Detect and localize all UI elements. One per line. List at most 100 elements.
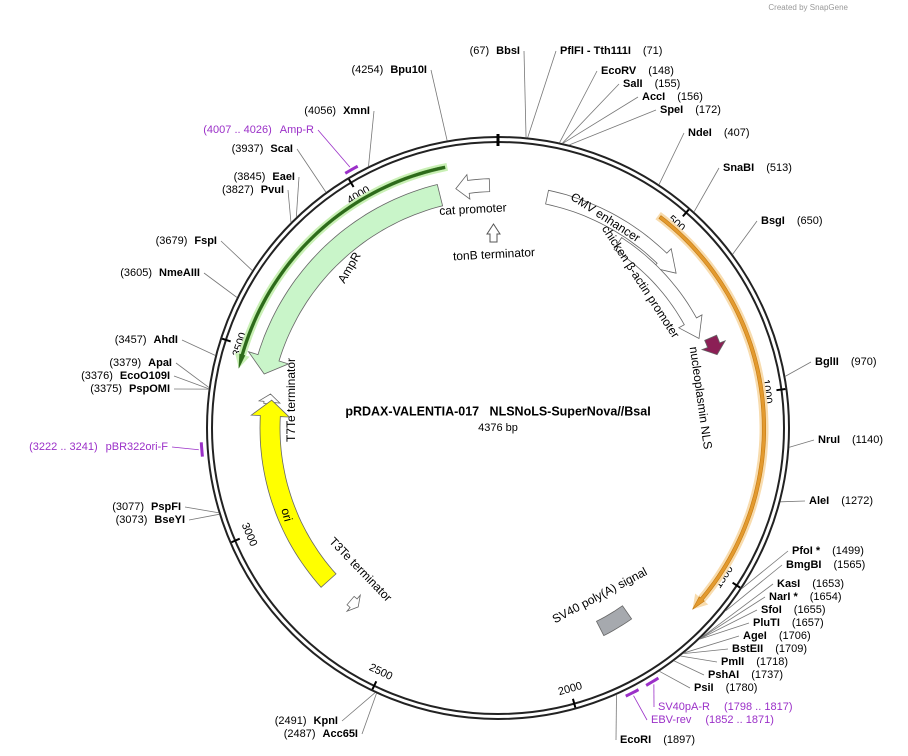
tick-mark — [682, 208, 690, 218]
site-leader — [683, 648, 729, 655]
site-position: (4254) — [352, 64, 384, 76]
site-name: Bpu10I — [390, 64, 427, 76]
site-leader — [785, 361, 812, 377]
site-leader — [693, 167, 720, 212]
site-leader — [430, 69, 448, 141]
site-name: PvuI — [261, 184, 284, 196]
feature-label: nucleoplasmin NLS — [687, 346, 715, 450]
map-size: 4376 bp — [478, 422, 518, 434]
site-leader — [523, 50, 527, 138]
site-name: EcoRI — [620, 734, 651, 746]
feature-label: cat promoter — [439, 200, 507, 218]
tick-mark — [571, 698, 577, 708]
map-title: pRDAX-VALENTIA-017 NLSNoLS-SuperNova//Bs… — [345, 404, 650, 418]
site-position: (1565) — [833, 559, 865, 571]
site-position: (513) — [766, 162, 792, 174]
site-name: PspOMI — [129, 383, 170, 395]
site-leader — [188, 513, 220, 521]
site-position: (1897) — [663, 734, 695, 746]
primer-mark — [199, 442, 204, 457]
site-position: (1780) — [726, 682, 758, 694]
site-name: PflFI - Tth111I — [560, 45, 631, 57]
site-name: PluTI — [753, 617, 780, 629]
site-position: (1272) — [841, 495, 873, 507]
tick-mark — [776, 387, 786, 392]
site-position: (1140) — [852, 434, 883, 446]
site-name: NarI * — [769, 591, 798, 603]
site-position: (3077) — [112, 501, 144, 513]
site-name: BsgI — [761, 215, 785, 227]
primer-leader — [317, 129, 351, 168]
tick-label: 2000 — [557, 680, 584, 698]
site-leader — [203, 272, 238, 298]
site-leader — [287, 189, 292, 223]
site-position: (3827) — [222, 184, 254, 196]
site-leader — [562, 83, 620, 144]
feature-shape — [595, 605, 633, 637]
site-leader — [673, 660, 705, 676]
site-leader — [368, 110, 375, 167]
site-name: BmgBI — [786, 559, 821, 571]
site-position: (1499) — [832, 545, 864, 557]
site-leader — [361, 693, 377, 735]
site-position: (3679) — [156, 235, 188, 247]
site-name: XmnI — [343, 105, 370, 117]
site-position: (407) — [724, 127, 750, 139]
site-name: EcoRV — [601, 65, 637, 77]
site-position: (1657) — [792, 617, 824, 629]
primer-name: EBV-rev — [651, 714, 692, 726]
site-position: (1654) — [810, 591, 842, 603]
primer-leader — [633, 695, 648, 721]
site-name: AccI — [642, 91, 665, 103]
site-leader — [569, 109, 657, 146]
tick-mark — [371, 680, 378, 690]
site-name: SnaBI — [723, 162, 754, 174]
site-name: PshAI — [708, 669, 739, 681]
site-position: (1655) — [794, 604, 826, 616]
site-name: EcoO109I — [120, 370, 170, 382]
feature-shape — [486, 223, 501, 243]
site-position: (172) — [695, 104, 721, 116]
site-leader — [700, 596, 766, 639]
site-leader — [220, 240, 253, 271]
site-leader — [341, 692, 376, 722]
site-position: (71) — [643, 45, 663, 57]
site-leader — [700, 583, 774, 639]
site-leader — [680, 655, 718, 663]
feature-label: T7Te terminator — [284, 358, 298, 442]
site-leader — [659, 670, 691, 689]
site-name: AleI — [809, 495, 829, 507]
site-position: (67) — [470, 45, 490, 57]
credit: Created by SnapGene — [768, 3, 848, 12]
feature-shape — [247, 184, 444, 375]
site-name: PfoI * — [792, 545, 821, 557]
site-leader — [181, 339, 216, 356]
site-name: SfoI — [761, 604, 782, 616]
site-position: (3379) — [109, 357, 141, 369]
site-position: (1737) — [751, 669, 783, 681]
site-leader — [658, 132, 685, 185]
site-leader — [732, 220, 758, 255]
site-leader — [741, 550, 789, 589]
feature-shape — [345, 593, 361, 613]
site-position: (148) — [648, 65, 674, 77]
primer-range: (1852 .. 1871) — [705, 714, 774, 726]
ampr-orf — [238, 165, 446, 369]
site-name: SalI — [623, 78, 643, 90]
site-position: (1709) — [775, 643, 807, 655]
site-position: (970) — [851, 356, 877, 368]
site-name: AgeI — [743, 630, 767, 642]
feature-label: SV40 poly(A) signal — [550, 564, 650, 626]
feature-shape — [613, 237, 703, 340]
site-leader — [559, 70, 598, 143]
site-name: PsiI — [694, 682, 714, 694]
site-name: BstEII — [732, 643, 763, 655]
site-leader — [780, 500, 806, 503]
site-position: (1653) — [812, 578, 844, 590]
site-leader — [527, 50, 557, 138]
site-name: KpnI — [314, 715, 338, 727]
primer-name: Amp-R — [280, 124, 314, 136]
tick-mark — [221, 337, 231, 343]
primer-leader — [171, 446, 199, 451]
